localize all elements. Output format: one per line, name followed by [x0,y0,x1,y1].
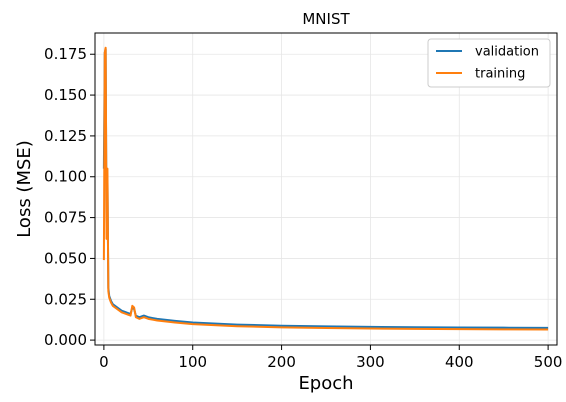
chart-title: MNIST [302,10,350,28]
legend: validation training [427,38,551,88]
y-tick-label: 0.100 [44,168,87,186]
legend-label-validation: validation [475,45,539,60]
x-tick-label: 0 [99,353,109,371]
x-tick-label: 500 [534,353,563,371]
y-tick-label: 0.075 [44,209,87,227]
y-tick-label: 0.050 [44,249,87,267]
y-tick-label: 0.000 [44,331,87,349]
y-tick-label: 0.125 [44,127,87,145]
x-tick-label: 400 [445,353,474,371]
series-lines [102,46,549,331]
y-axis-label: Loss (MSE) [14,140,35,238]
axis-ticks: 0 100 200 300 400 500 0.000 0.025 0.050 0.075 0.10… [44,45,562,371]
y-tick-label: 0.025 [44,290,87,308]
y-tick-label: 0.150 [44,86,87,104]
x-tick-label: 300 [356,353,385,371]
x-tick-label: 200 [267,353,296,371]
x-axis-label: Epoch [298,373,353,394]
x-tick-label: 100 [178,353,207,371]
series-line-validation [102,48,549,329]
series-line-training [102,46,549,331]
plot-frame [94,32,558,346]
y-tick-label: 0.175 [44,45,87,63]
legend-label-training: training [475,67,525,82]
